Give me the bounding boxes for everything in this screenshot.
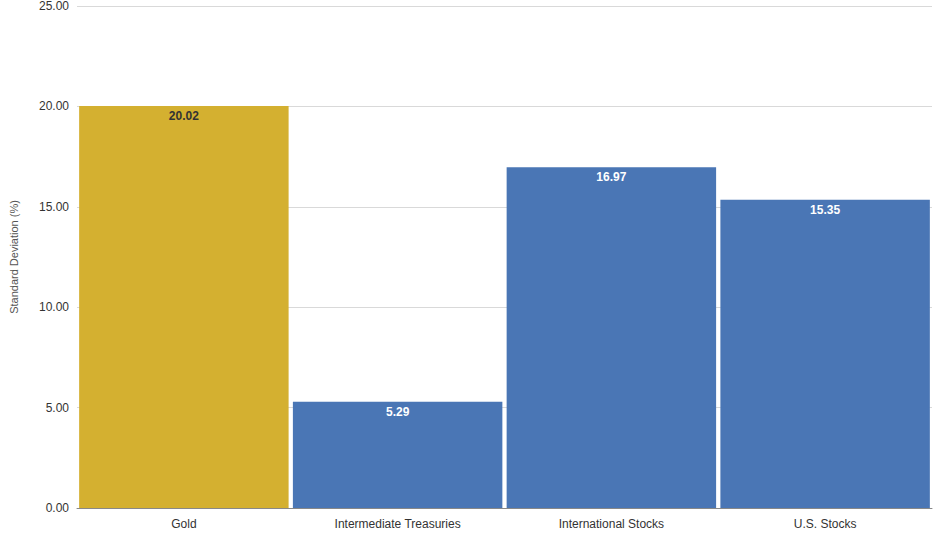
svg-text:U.S. Stocks: U.S. Stocks — [794, 517, 857, 531]
svg-text:0.00: 0.00 — [46, 501, 70, 515]
svg-text:20.00: 20.00 — [39, 99, 69, 113]
svg-text:International Stocks: International Stocks — [559, 517, 664, 531]
svg-text:Intermediate Treasuries: Intermediate Treasuries — [335, 517, 461, 531]
svg-text:Standard Deviation (%): Standard Deviation (%) — [8, 200, 20, 314]
svg-text:16.97: 16.97 — [596, 170, 626, 184]
svg-text:25.00: 25.00 — [39, 0, 69, 13]
svg-text:5.29: 5.29 — [386, 405, 410, 419]
svg-text:20.02: 20.02 — [169, 109, 199, 123]
svg-text:15.00: 15.00 — [39, 200, 69, 214]
svg-text:10.00: 10.00 — [39, 300, 69, 314]
svg-text:5.00: 5.00 — [46, 401, 70, 415]
svg-text:Gold: Gold — [171, 517, 196, 531]
svg-text:15.35: 15.35 — [810, 203, 840, 217]
